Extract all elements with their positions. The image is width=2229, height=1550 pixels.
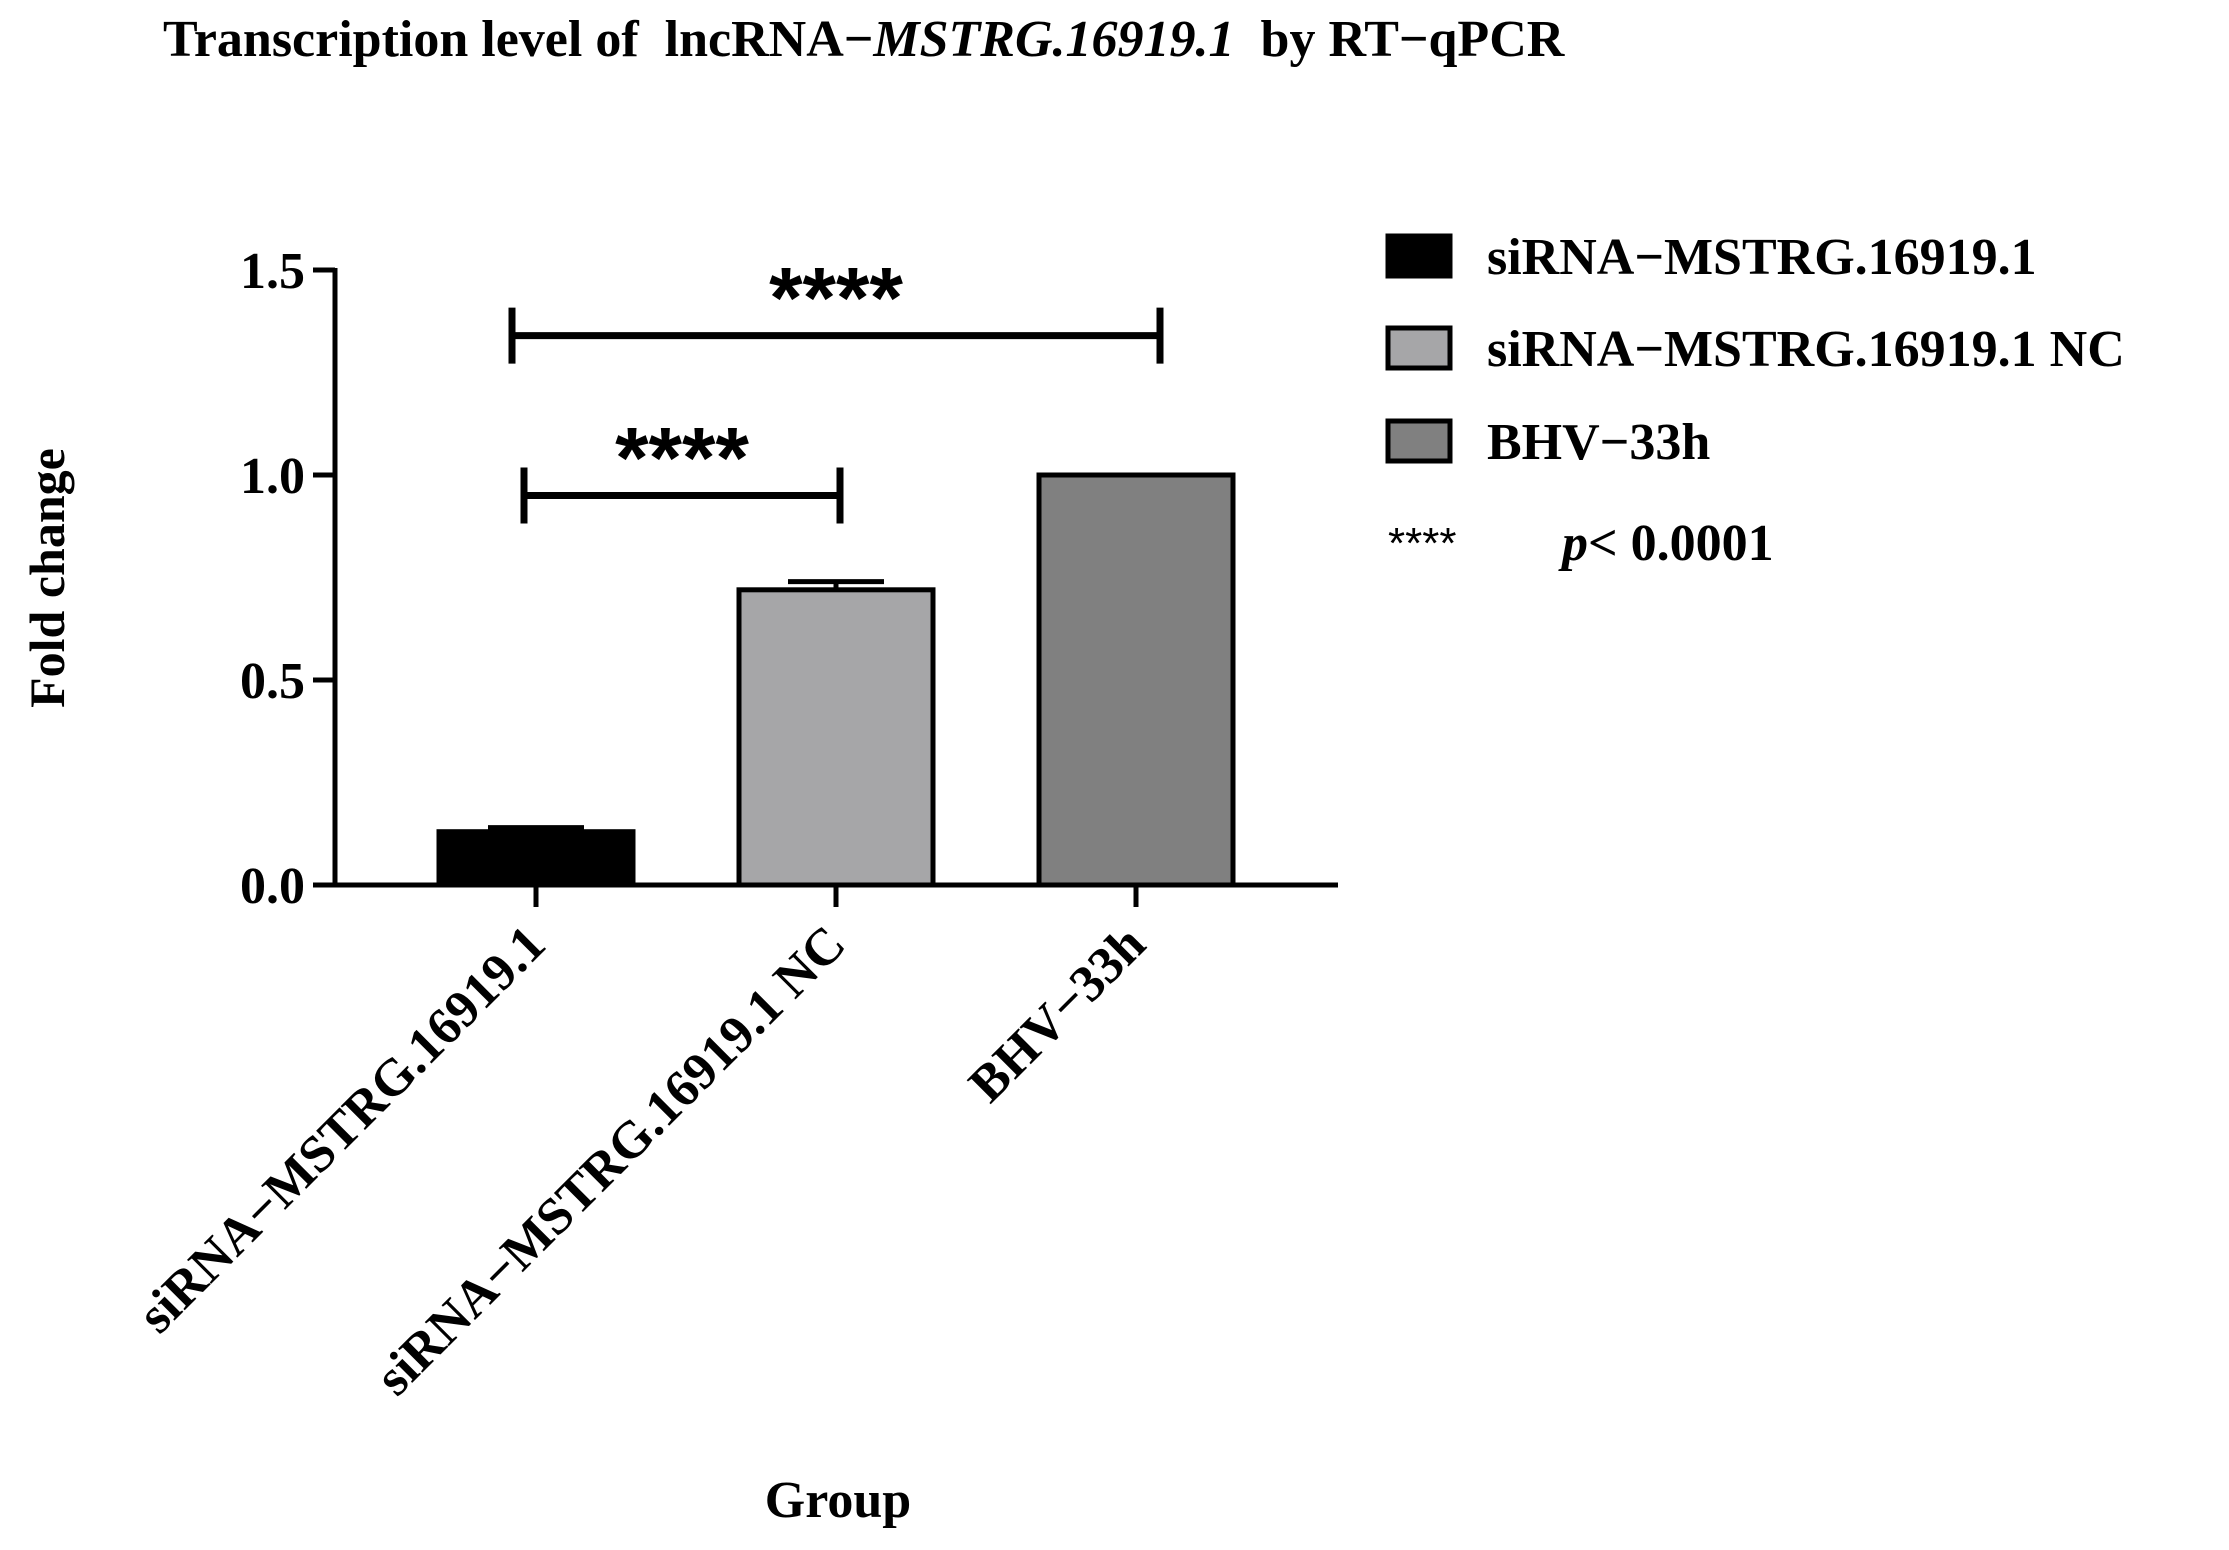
legend-swatch [1385, 233, 1453, 279]
chart-title-suffix: by RT−qPCR [1235, 11, 1566, 68]
chart-title-italic: MSTRG.16919.1 [872, 11, 1234, 68]
legend-note-p: p [1558, 515, 1588, 572]
chart-title-prefix: Transcription level of lncRNA− [163, 11, 873, 68]
legend-label: BHV−33h [1487, 414, 1710, 471]
significance-label: **** [769, 251, 903, 347]
bar [436, 829, 636, 888]
significance-brackets: ******** [508, 251, 1164, 524]
x-tick-label: BHV−33h [958, 915, 1156, 1113]
bar [1036, 472, 1236, 888]
legend-label: siRNA−MSTRG.16919.1 [1487, 229, 2037, 286]
significance-label: **** [615, 411, 749, 507]
y-tick-label: 1.5 [240, 243, 305, 300]
legend-note-value: < 0.0001 [1588, 515, 1774, 572]
y-tick-label: 1.0 [240, 448, 305, 505]
legend-note-stars: **** [1388, 519, 1457, 568]
y-axis-title: Fold change [19, 448, 75, 708]
legend-swatch [1385, 418, 1453, 464]
legend: siRNA−MSTRG.16919.1 siRNA−MSTRG.16919.1 N… [1385, 229, 2125, 471]
y-ticks: 0.0 0.5 1.0 1.5 [240, 243, 335, 915]
legend-note: **** p< 0.0001 [1388, 515, 1774, 572]
legend-label: siRNA−MSTRG.16919.1 NC [1487, 321, 2125, 378]
legend-note-pvalue: p< 0.0001 [1558, 515, 1774, 572]
x-axis-title: Group [765, 1472, 911, 1529]
legend-swatch [1385, 325, 1453, 371]
bar [736, 587, 936, 888]
bars [436, 472, 1236, 888]
y-tick-label: 0.5 [240, 653, 305, 710]
x-tick-label: siRNA−MSTRG.16919.1 NC [365, 915, 856, 1406]
chart-title: Transcription level of lncRNA−MSTRG.1691… [163, 11, 1566, 68]
y-tick-label: 0.0 [240, 858, 305, 915]
